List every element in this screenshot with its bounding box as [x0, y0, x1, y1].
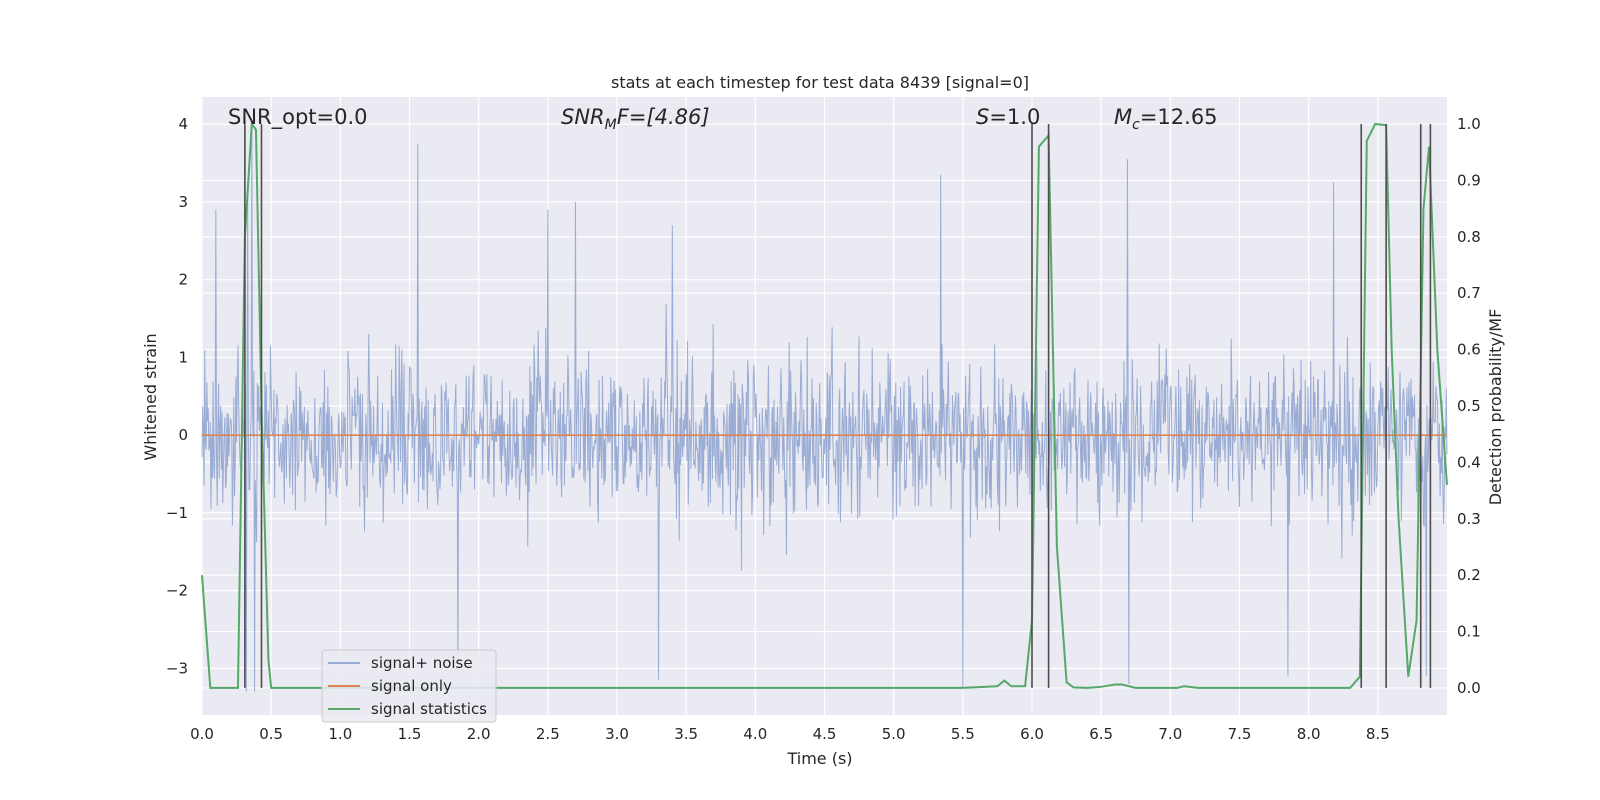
annotation-s-tail: =1.0: [989, 105, 1040, 129]
x-tick-label: 6.5: [1089, 725, 1113, 743]
annotation-snr-opt: SNR_opt=0.0: [228, 105, 368, 130]
x-tick-label: 2.0: [467, 725, 491, 743]
y2-tick-labels: 1.0 0.9 0.8 0.7 0.6 0.5 0.4 0.3 0.2 0.1 0.0: [1457, 115, 1481, 697]
annotation-mc-tail: =12.65: [1140, 105, 1218, 129]
y-tick-label: −3: [166, 659, 188, 677]
x-tick-label: 1.5: [398, 725, 422, 743]
annotation-snr-mf-sub: M: [605, 117, 617, 133]
y2-tick-label: 1.0: [1457, 115, 1481, 133]
x-tick-label: 3.5: [674, 725, 698, 743]
signal-statistics-line: [201, 121, 1448, 689]
y-tick-label: 2: [178, 271, 188, 289]
x-tick-labels: 0.0 0.5 1.0 1.5 2.0 2.5 3.0 3.5 4.0 4.5 5.0 5.5 6.0 6…: [190, 725, 1390, 743]
y2-axis-label: Detection probability/MF: [1486, 309, 1505, 506]
grid: [201, 97, 1447, 715]
y-tick-label: −1: [166, 504, 188, 522]
y-tick-labels: 4 3 2 1 0 −1 −2 −3: [166, 115, 188, 677]
x-tick-label: 8.5: [1366, 725, 1390, 743]
y-axis-label: Whitened strain: [141, 333, 160, 460]
annotation-mc-sub: c: [1132, 117, 1140, 133]
x-tick-label: 7.0: [1158, 725, 1182, 743]
annotation-snr-mf-tail: F=[4.86]: [617, 105, 710, 129]
x-tick-label: 8.0: [1297, 725, 1321, 743]
y2-tick-label: 0.3: [1457, 510, 1481, 528]
y2-tick-label: 0.7: [1457, 284, 1481, 302]
annotation-s-base: S: [976, 105, 989, 129]
x-tick-label: 5.5: [951, 725, 975, 743]
y2-tick-label: 0.9: [1457, 171, 1481, 189]
legend: signal+ noise signal only signal statist…: [321, 649, 497, 723]
annotation-s: S=1.0: [976, 105, 1040, 129]
x-tick-label: 3.0: [605, 725, 629, 743]
signal-statistics-series: [201, 121, 1448, 689]
y2-tick-label: 0.1: [1457, 623, 1481, 641]
y2-tick-label: 0.0: [1457, 679, 1481, 697]
legend-label-signal-statistics: signal statistics: [371, 700, 487, 718]
x-tick-label: 6.0: [1020, 725, 1044, 743]
y2-tick-label: 0.2: [1457, 566, 1481, 584]
x-tick-label: 2.5: [536, 725, 560, 743]
legend-box: [321, 649, 497, 723]
x-tick-label: 1.0: [328, 725, 352, 743]
x-tick-label: 4.5: [813, 725, 837, 743]
x-tick-label: 5.0: [882, 725, 906, 743]
signal-noise-series: [201, 124, 1448, 692]
chart-title: stats at each timestep for test data 843…: [611, 73, 1029, 92]
x-axis-label: Time (s): [786, 749, 852, 768]
legend-label-signal-noise: signal+ noise: [371, 654, 473, 672]
annotation-mc: Mc=12.65: [1114, 105, 1218, 133]
y2-tick-label: 0.6: [1457, 341, 1481, 359]
annotation-snr-mf: SNRMF=[4.86]: [561, 105, 710, 133]
x-tick-label: 0.5: [259, 725, 283, 743]
y-tick-label: 4: [178, 115, 188, 133]
vertical-markers: [244, 124, 1432, 688]
y2-tick-label: 0.5: [1457, 397, 1481, 415]
y-tick-label: 0: [178, 426, 188, 444]
x-tick-label: 7.5: [1228, 725, 1252, 743]
x-tick-label: 0.0: [190, 725, 214, 743]
annotation-mc-base: M: [1114, 105, 1132, 129]
y-tick-label: 1: [178, 348, 188, 366]
y-tick-label: −2: [166, 582, 188, 600]
y-tick-label: 3: [178, 193, 188, 211]
signal-noise-line: [201, 124, 1448, 692]
legend-label-signal-only: signal only: [371, 677, 452, 695]
x-tick-label: 4.0: [743, 725, 767, 743]
y2-tick-label: 0.8: [1457, 228, 1481, 246]
y2-tick-label: 0.4: [1457, 453, 1481, 471]
annotation-snr-mf-base: SNR: [561, 105, 605, 129]
